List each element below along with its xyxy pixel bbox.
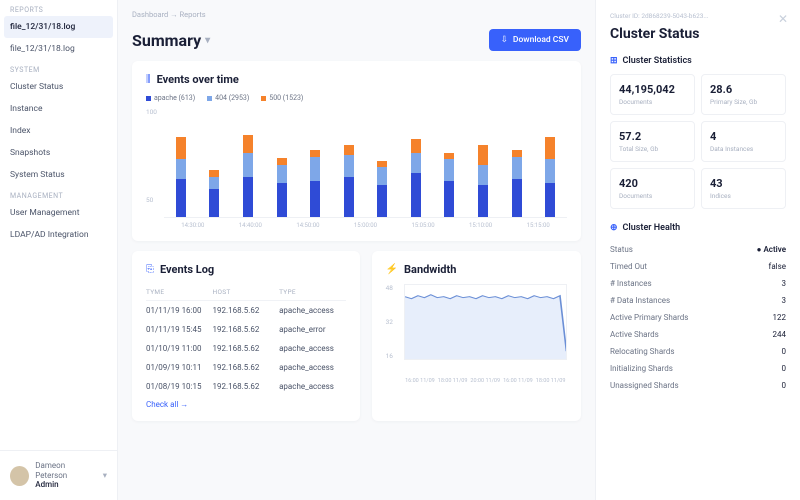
chart-bar xyxy=(545,137,555,217)
chart-bar xyxy=(444,153,454,217)
events-chart: 10050 xyxy=(146,108,567,218)
chart-bar xyxy=(176,137,186,217)
chart-bar xyxy=(478,145,488,217)
events-over-time-card: ⫼ Events over time apache (613) 404 (2953… xyxy=(132,61,581,241)
close-icon[interactable]: ✕ xyxy=(778,12,788,26)
health-row: Active Shards244 xyxy=(610,326,786,343)
health-row: Unassigned Shards0 xyxy=(610,377,786,394)
chart-bar xyxy=(377,161,387,217)
health-row: # Instances3 xyxy=(610,275,786,292)
bar-chart-icon: ⫼ xyxy=(146,74,151,85)
chart-bar xyxy=(344,145,354,217)
right-panel: ✕ Cluster ID: 2d868239-5043-b623... Clus… xyxy=(595,0,800,500)
chart-bar xyxy=(411,139,421,217)
legend-item: 404 (2953) xyxy=(207,94,249,102)
bandwidth-title: Bandwidth xyxy=(404,263,456,276)
health-row: Active Primary Shards122 xyxy=(610,309,786,326)
sidebar-section-label: Reports xyxy=(0,0,117,16)
download-csv-button[interactable]: ⇩ Download CSV xyxy=(489,29,581,51)
sidebar-item[interactable]: Cluster Status xyxy=(0,76,117,98)
main-content: Dashboard → Reports Summary▾ ⇩ Download … xyxy=(118,0,595,500)
health-icon: ⊕ xyxy=(610,223,618,233)
stat-box: 44,195,042Documents xyxy=(610,74,695,115)
sidebar-item[interactable]: System Status xyxy=(0,164,117,186)
user-role: Admin xyxy=(35,480,96,490)
user-name: Dameon Peterson xyxy=(35,461,96,480)
health-row: Relocating Shards0 xyxy=(610,343,786,360)
breadcrumb: Dashboard → Reports xyxy=(132,10,581,19)
health-title: Cluster Health xyxy=(623,223,681,233)
health-row: Status● Active xyxy=(610,241,786,258)
sidebar-section-label: Management xyxy=(0,186,117,202)
sidebar-item[interactable]: file_12/31/18.log xyxy=(0,38,117,60)
legend-item: apache (613) xyxy=(146,94,195,102)
crumb-a[interactable]: Dashboard xyxy=(132,10,168,19)
chart-bar xyxy=(243,135,253,217)
sidebar-item[interactable]: Instance xyxy=(0,98,117,120)
sidebar-item[interactable]: Snapshots xyxy=(0,142,117,164)
bolt-icon: ⚡ xyxy=(386,264,398,275)
stat-box: 28.6Primary Size, Gb xyxy=(701,74,786,115)
sidebar-item[interactable]: LDAP/AD Integration xyxy=(0,224,117,246)
table-row[interactable]: 01/11/19 15:45192.168.5.62apache_error xyxy=(146,320,346,339)
chart-bar xyxy=(512,150,522,217)
crumb-b[interactable]: Reports xyxy=(180,10,206,19)
table-row[interactable]: 01/11/19 16:00192.168.5.62apache_access xyxy=(146,301,346,320)
check-all-link[interactable]: Check all → xyxy=(146,400,346,409)
chart-bar xyxy=(310,150,320,217)
health-row: # Data Instances3 xyxy=(610,292,786,309)
bandwidth-card: ⚡ Bandwidth 483216 16:00 11/0918:00 11/0… xyxy=(372,251,581,421)
table-row[interactable]: 01/10/19 11:00192.168.5.62apache_access xyxy=(146,339,346,358)
stats-title: Cluster Statistics xyxy=(623,56,692,66)
health-row: Initializing Shards0 xyxy=(610,360,786,377)
bandwidth-chart: 483216 xyxy=(386,284,567,374)
chart-legend: apache (613) 404 (2953) 500 (1523) xyxy=(146,94,567,102)
stats-icon: ⊞ xyxy=(610,56,618,66)
chevron-down-icon: ▾ xyxy=(103,471,107,481)
stat-box: 57.2Total Size, Gb xyxy=(610,121,695,162)
stat-box: 420Documents xyxy=(610,168,695,209)
events-chart-title: Events over time xyxy=(157,73,239,86)
sidebar: Reportsfile_12/31/18.logfile_12/31/18.lo… xyxy=(0,0,118,500)
chevron-down-icon: ▾ xyxy=(205,35,210,46)
chart-bar xyxy=(277,158,287,217)
chart-bar xyxy=(209,170,219,217)
events-log-card: ⎘ Events Log TYMEHOSTTYPE 01/11/19 16:00… xyxy=(132,251,360,421)
stat-box: 4Data Instances xyxy=(701,121,786,162)
sidebar-section-label: System xyxy=(0,60,117,76)
clipboard-icon: ⎘ xyxy=(146,264,154,275)
avatar xyxy=(10,466,29,486)
sidebar-item[interactable]: User Management xyxy=(0,202,117,224)
page-title[interactable]: Summary▾ xyxy=(132,31,210,50)
events-log-title: Events Log xyxy=(160,263,214,276)
sidebar-item[interactable]: file_12/31/18.log xyxy=(4,16,113,38)
table-row[interactable]: 01/08/19 10:15192.168.5.62apache_access xyxy=(146,377,346,396)
stat-box: 43Indices xyxy=(701,168,786,209)
download-icon: ⇩ xyxy=(501,35,508,45)
health-row: Timed Outfalse xyxy=(610,258,786,275)
sidebar-item[interactable]: Index xyxy=(0,120,117,142)
table-row[interactable]: 01/09/19 10:11192.168.5.62apache_access xyxy=(146,358,346,377)
legend-item: 500 (1523) xyxy=(261,94,303,102)
sidebar-user[interactable]: Dameon Peterson Admin ▾ xyxy=(0,450,117,500)
panel-title: Cluster Status xyxy=(610,26,786,42)
cluster-id: Cluster ID: 2d868239-5043-b623... xyxy=(610,12,786,20)
